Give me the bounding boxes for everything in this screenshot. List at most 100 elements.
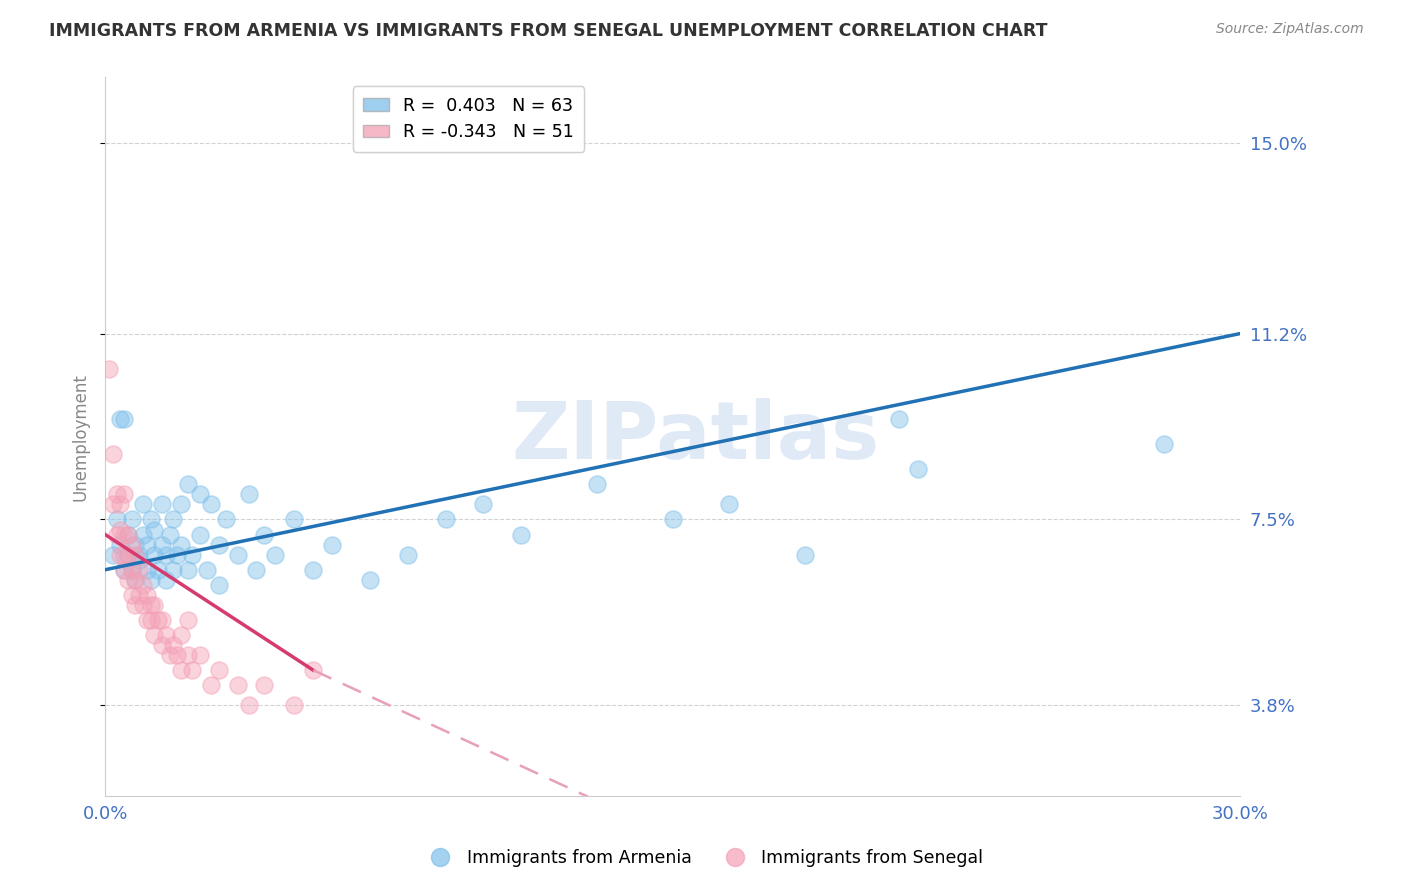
Point xyxy=(208,578,231,592)
Point xyxy=(128,548,150,562)
Point xyxy=(253,678,276,692)
Point xyxy=(124,573,146,587)
Point xyxy=(112,527,135,541)
Point xyxy=(110,412,132,426)
Point xyxy=(238,698,260,713)
Point xyxy=(110,538,132,552)
Point xyxy=(117,573,139,587)
Point xyxy=(718,497,741,511)
Point xyxy=(98,361,121,376)
Point xyxy=(177,613,200,627)
Point xyxy=(155,548,177,562)
Point xyxy=(907,462,929,476)
Point xyxy=(200,678,222,692)
Point xyxy=(359,573,381,587)
Point xyxy=(155,628,177,642)
Point xyxy=(166,648,188,662)
Point xyxy=(121,588,143,602)
Point xyxy=(586,477,609,491)
Point xyxy=(159,648,181,662)
Point xyxy=(302,563,325,577)
Point xyxy=(121,512,143,526)
Point xyxy=(253,527,276,541)
Point xyxy=(188,648,211,662)
Point xyxy=(105,512,128,526)
Point xyxy=(117,548,139,562)
Point xyxy=(302,663,325,677)
Point xyxy=(112,563,135,577)
Point xyxy=(177,648,200,662)
Point xyxy=(128,588,150,602)
Point xyxy=(150,497,173,511)
Point xyxy=(162,512,184,526)
Point xyxy=(117,527,139,541)
Point xyxy=(396,548,419,562)
Point xyxy=(181,548,204,562)
Point xyxy=(188,487,211,501)
Point xyxy=(121,563,143,577)
Point xyxy=(170,538,193,552)
Legend: Immigrants from Armenia, Immigrants from Senegal: Immigrants from Armenia, Immigrants from… xyxy=(416,843,990,874)
Point xyxy=(177,563,200,577)
Point xyxy=(139,613,162,627)
Point xyxy=(143,598,166,612)
Point xyxy=(146,563,169,577)
Point xyxy=(128,563,150,577)
Point xyxy=(117,548,139,562)
Point xyxy=(200,497,222,511)
Point xyxy=(195,563,218,577)
Point xyxy=(112,548,135,562)
Point xyxy=(166,548,188,562)
Point xyxy=(170,497,193,511)
Point xyxy=(472,497,495,511)
Point xyxy=(510,527,533,541)
Legend: R =  0.403   N = 63, R = -0.343   N = 51: R = 0.403 N = 63, R = -0.343 N = 51 xyxy=(353,87,583,152)
Point xyxy=(150,638,173,652)
Point xyxy=(1153,437,1175,451)
Point xyxy=(105,527,128,541)
Point xyxy=(155,573,177,587)
Point xyxy=(146,613,169,627)
Point xyxy=(321,538,343,552)
Point xyxy=(188,527,211,541)
Point xyxy=(162,638,184,652)
Point xyxy=(117,527,139,541)
Point xyxy=(112,487,135,501)
Point xyxy=(139,573,162,587)
Point xyxy=(661,512,683,526)
Point xyxy=(226,678,249,692)
Point xyxy=(110,497,132,511)
Point xyxy=(245,563,267,577)
Point xyxy=(132,497,155,511)
Point xyxy=(128,552,150,566)
Point xyxy=(208,538,231,552)
Point xyxy=(238,487,260,501)
Point xyxy=(170,663,193,677)
Point xyxy=(105,487,128,501)
Point xyxy=(283,512,305,526)
Text: ZIPatlas: ZIPatlas xyxy=(510,398,879,475)
Point xyxy=(121,538,143,552)
Point xyxy=(135,588,157,602)
Point xyxy=(143,548,166,562)
Point xyxy=(159,527,181,541)
Point xyxy=(101,497,124,511)
Text: Source: ZipAtlas.com: Source: ZipAtlas.com xyxy=(1216,22,1364,37)
Point xyxy=(889,412,911,426)
Point xyxy=(101,447,124,461)
Point xyxy=(181,663,204,677)
Point xyxy=(124,573,146,587)
Point xyxy=(124,598,146,612)
Point xyxy=(143,523,166,537)
Point xyxy=(110,523,132,537)
Text: IMMIGRANTS FROM ARMENIA VS IMMIGRANTS FROM SENEGAL UNEMPLOYMENT CORRELATION CHAR: IMMIGRANTS FROM ARMENIA VS IMMIGRANTS FR… xyxy=(49,22,1047,40)
Point xyxy=(170,628,193,642)
Point xyxy=(135,613,157,627)
Point xyxy=(215,512,238,526)
Point xyxy=(162,563,184,577)
Point xyxy=(283,698,305,713)
Point xyxy=(112,563,135,577)
Point xyxy=(143,628,166,642)
Point xyxy=(264,548,287,562)
Point xyxy=(150,613,173,627)
